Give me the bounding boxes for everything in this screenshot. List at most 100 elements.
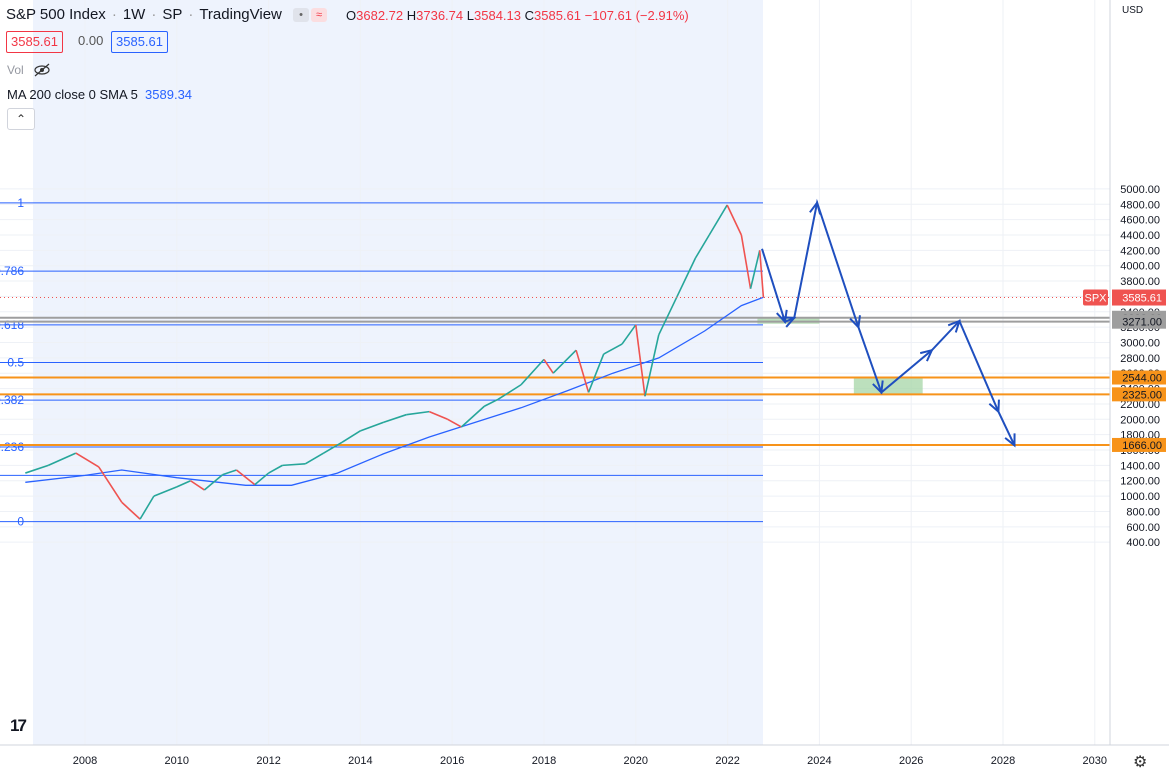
price-segment <box>360 421 384 432</box>
fib-level-label: 1 <box>17 196 24 210</box>
projection-arrowhead <box>919 348 934 362</box>
price-segment <box>341 430 361 444</box>
level-price-tag-label: 2325.00 <box>1122 389 1162 401</box>
close-value: 3585.61 <box>534 8 582 23</box>
price-segment <box>25 464 49 474</box>
time-tick-label: 2018 <box>532 755 556 767</box>
price-segment <box>254 472 270 486</box>
gear-icon[interactable]: ⚙ <box>1133 754 1148 771</box>
fib-level-label: 0.382 <box>0 393 24 407</box>
projection-arrowhead <box>776 309 788 324</box>
level-price-tag <box>1112 387 1166 402</box>
price-segment <box>644 334 660 397</box>
time-axis-bg <box>0 745 1169 776</box>
projection-arrowhead <box>849 315 861 330</box>
collapse-legend-button[interactable]: ⌃ <box>7 108 35 130</box>
price-segment <box>121 501 141 520</box>
price-tick-label: 600.00 <box>1126 522 1160 534</box>
last-price-tag-label: 3585.61 <box>1122 293 1162 305</box>
time-tick-label: 2014 <box>348 755 372 767</box>
horizontal-levels <box>0 316 1110 446</box>
low-value: 3584.13 <box>474 8 521 23</box>
price-segment <box>726 204 743 236</box>
level-price-tag <box>1112 437 1166 452</box>
time-tick-label: 2010 <box>165 755 189 767</box>
price-segment <box>520 358 545 386</box>
price-tick-label: 2800.00 <box>1120 353 1160 365</box>
separator: · <box>188 6 194 23</box>
time-tick-label: 2022 <box>715 755 739 767</box>
header-toggles: • ≈ <box>293 8 327 22</box>
chevron-up-icon: ⌃ <box>15 112 27 126</box>
visibility-toggle-icon[interactable]: • <box>293 8 309 22</box>
tradingview-logo-icon[interactable]: 17 <box>10 716 27 735</box>
price-segment <box>282 463 306 467</box>
ma-indicator-legend[interactable]: MA 200 close 0 SMA 5 3589.34 <box>7 87 192 102</box>
price-segment <box>153 486 178 497</box>
buy-price-box[interactable]: 3585.61 <box>111 31 168 53</box>
time-tick-label: 2030 <box>1083 755 1107 767</box>
sell-price-box[interactable]: 3585.61 <box>6 31 63 53</box>
price-segment <box>658 296 678 336</box>
time-tick-label: 2012 <box>256 755 280 767</box>
projection-path <box>761 198 1016 448</box>
price-segment <box>139 495 155 520</box>
price-segment <box>587 353 605 393</box>
exchange-label: SP <box>162 6 183 23</box>
level-price-tag-label: 1666.00 <box>1122 440 1162 452</box>
projection-arrowhead <box>1004 433 1016 448</box>
separator: · <box>111 6 117 23</box>
ma-indicator-label: MA 200 close 0 SMA 5 <box>7 87 138 102</box>
price-tick-label: 3800.00 <box>1120 276 1160 288</box>
price-segment <box>190 480 205 491</box>
price-segment <box>176 480 191 488</box>
price-tick-label: 1400.00 <box>1120 460 1160 472</box>
price-segment <box>428 410 448 421</box>
spread-value: 0.00 <box>78 33 104 48</box>
fib-level-label: 0.786 <box>0 264 24 278</box>
eye-off-icon[interactable] <box>33 63 51 77</box>
price-segment <box>543 358 554 374</box>
price-segment <box>222 469 237 476</box>
price-tick-label: 2200.00 <box>1120 399 1160 411</box>
grid <box>0 0 1110 745</box>
price-segment <box>304 452 325 465</box>
price-segment <box>268 464 283 474</box>
price-segment <box>75 452 100 468</box>
interval-label[interactable]: 1W <box>122 6 146 23</box>
price-segment <box>323 441 343 454</box>
separator: · <box>151 6 157 23</box>
price-tick-label: 1200.00 <box>1120 476 1160 488</box>
last-price-tag <box>1112 289 1166 306</box>
fib-level-label: 0.236 <box>0 440 24 454</box>
price-segment <box>758 250 765 298</box>
price-segment <box>621 324 637 345</box>
price-segment <box>406 410 430 416</box>
projection-arrowhead <box>809 200 822 215</box>
price-tick-label: 2000.00 <box>1120 414 1160 426</box>
price-segment <box>460 405 485 428</box>
fib-level-label: 0 <box>17 515 24 529</box>
fib-level-label: 0.618 <box>0 318 24 332</box>
fib-level-label: 0.5 <box>7 355 24 369</box>
level-price-tag <box>1112 314 1166 329</box>
price-segment <box>483 398 499 407</box>
ma-indicator-value: 3589.34 <box>145 87 193 102</box>
price-segment <box>635 324 646 397</box>
price-segment <box>552 349 577 374</box>
symbol-name[interactable]: S&P 500 Index <box>6 6 106 23</box>
ma-200-line <box>25 296 764 486</box>
level-price-tag-label: 2544.00 <box>1122 373 1162 385</box>
time-tick-label: 2008 <box>73 755 97 767</box>
currency-label[interactable]: USD <box>1122 5 1144 16</box>
price-segment <box>603 343 623 355</box>
volume-indicator-label[interactable]: Vol <box>7 63 24 77</box>
price-segment <box>383 413 407 424</box>
price-tick-label: 800.00 <box>1126 506 1160 518</box>
price-segment <box>740 234 752 289</box>
compare-toggle-icon[interactable]: ≈ <box>311 8 327 22</box>
price-segment <box>749 250 761 289</box>
time-tick-label: 2028 <box>991 755 1015 767</box>
source-label: TradingView <box>199 6 282 23</box>
